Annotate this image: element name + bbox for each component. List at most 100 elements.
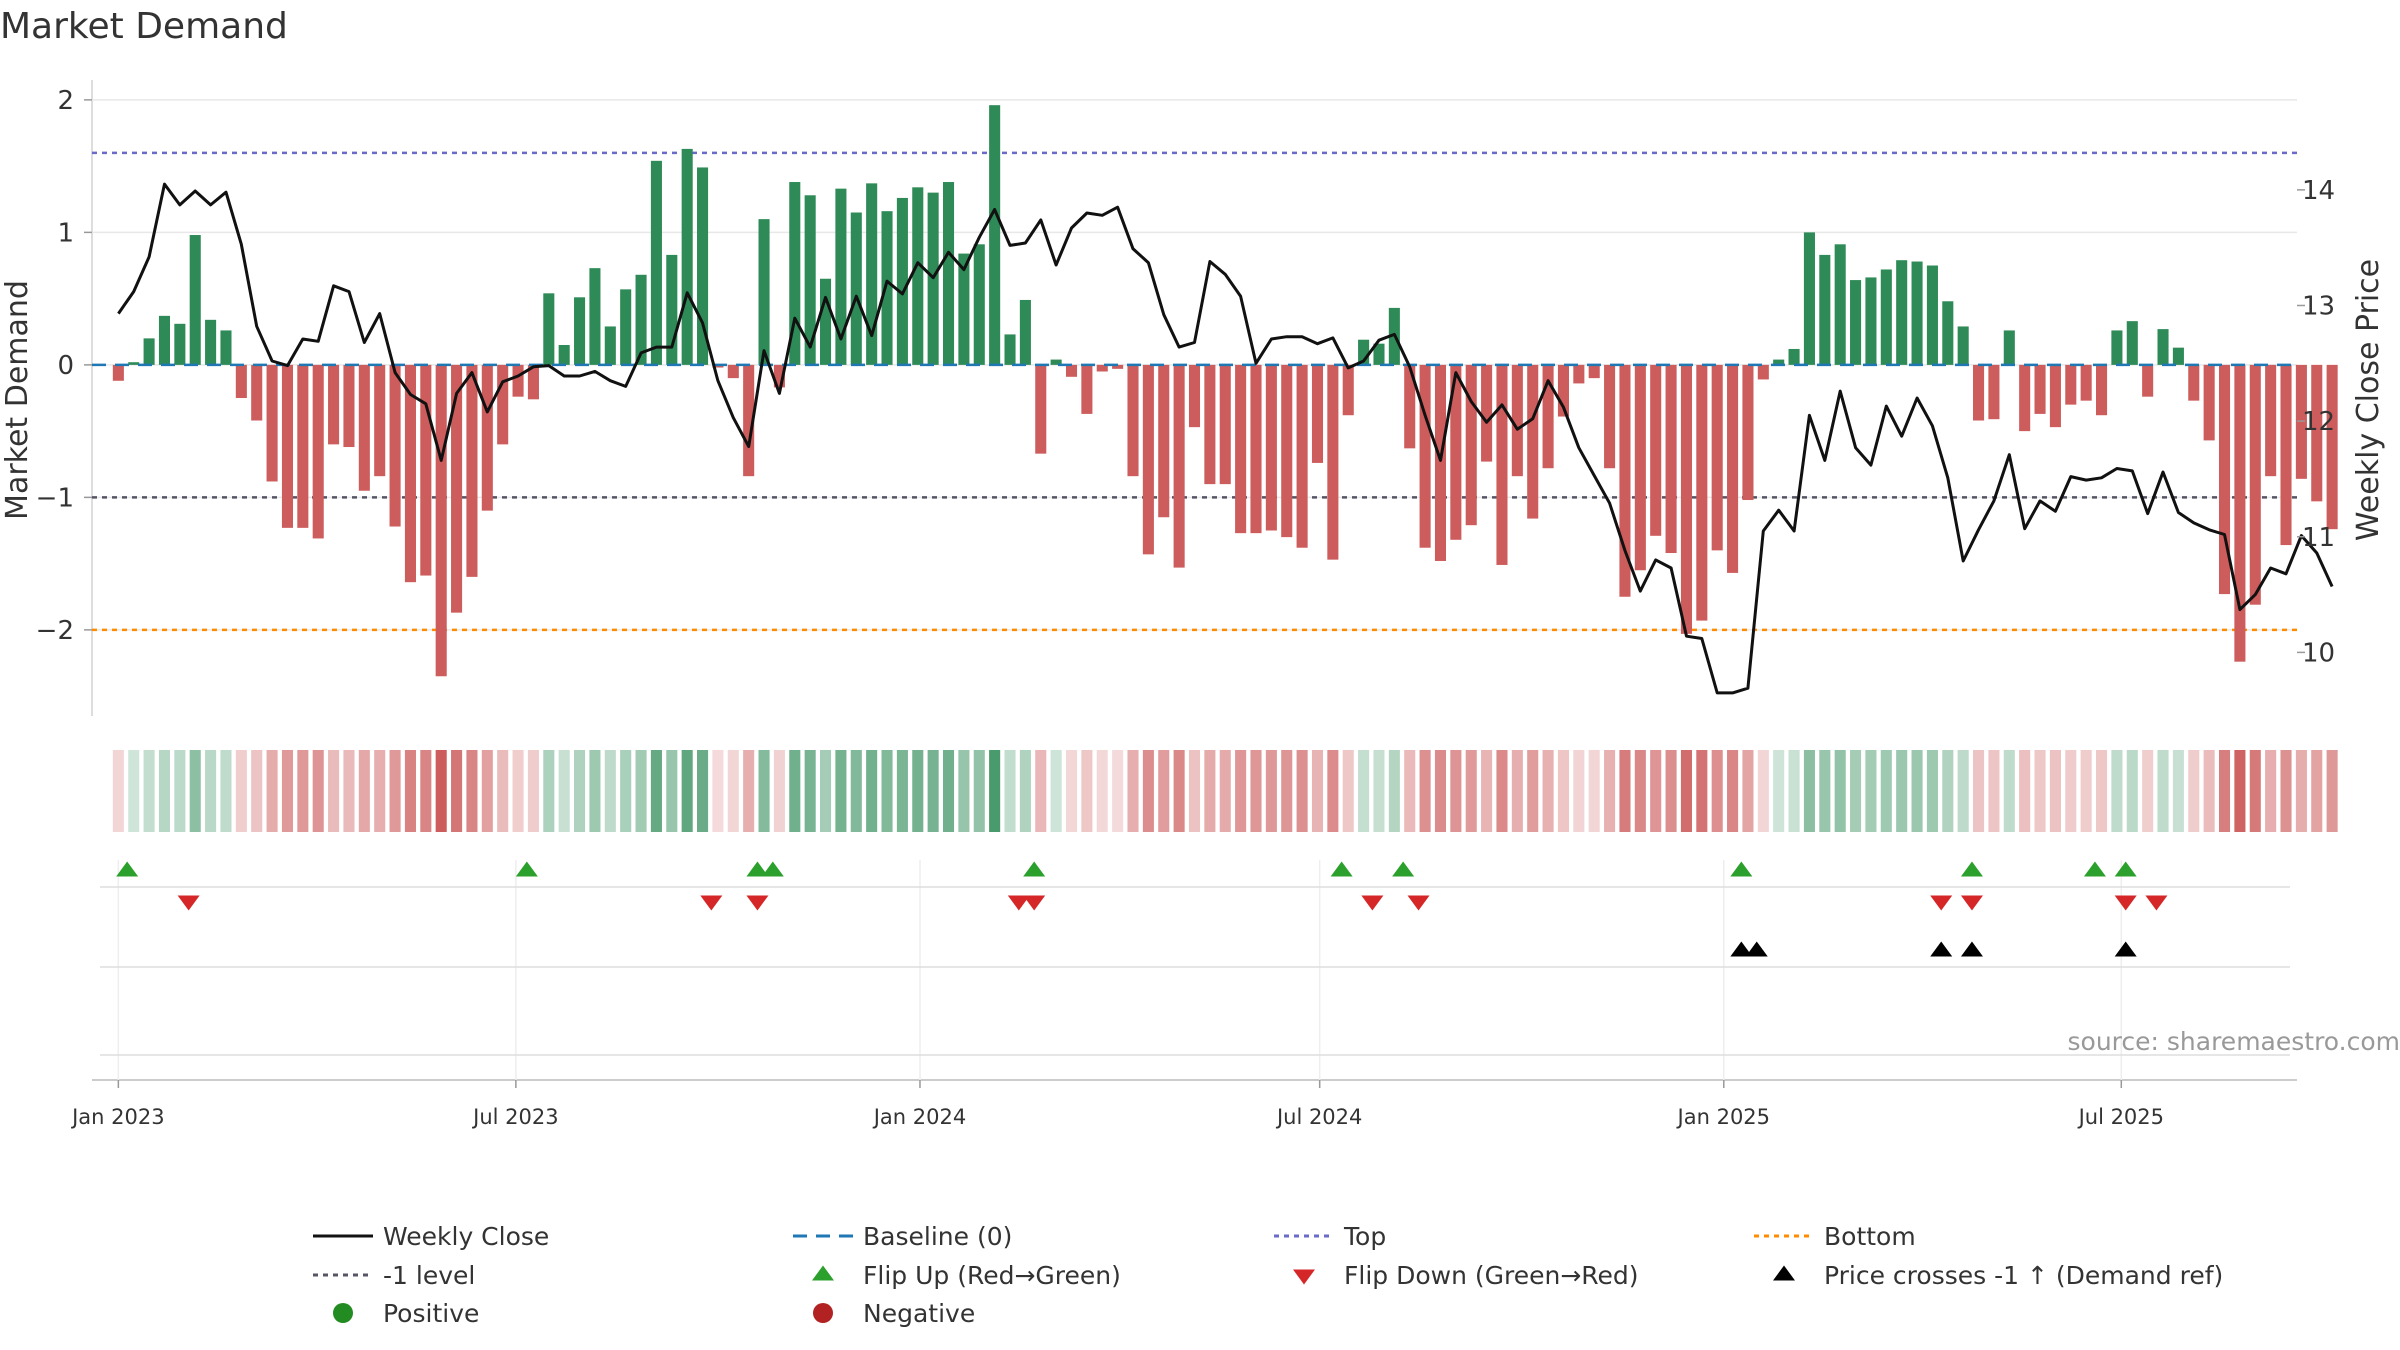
heat-cell [1388,750,1400,832]
demand-bar [1434,364,1447,561]
flip-down-marker [2114,895,2137,911]
demand-bar [1557,364,1569,417]
heat-cell [235,750,247,832]
demand-bar [2249,364,2261,605]
heat-cell [420,750,432,832]
heat-cell [1604,750,1616,832]
heat-cell [835,750,847,832]
demand-bar [174,323,186,365]
legend: Weekly Close Baseline (0) Top Bottom -1 leve… [313,1222,2223,1328]
flip-down-marker [1930,895,1953,911]
legend-item: Negative [813,1299,975,1328]
demand-bar [497,364,509,445]
legend-label: Bottom [1824,1222,1916,1251]
heat-cell [527,750,539,832]
y2-tick-label: 14 [2302,176,2335,206]
heat-cell [435,750,447,832]
demand-bar [989,105,1001,365]
demand-bar [1865,277,1877,365]
demand-bar [1942,301,1954,365]
weekly-close-layer [117,182,2334,695]
heat-cell [850,750,862,832]
heat-cell [251,750,263,832]
heat-cell [174,750,186,832]
flip-down-marker [2145,895,2168,911]
demand-bar [1127,364,1139,477]
heat-cell [666,750,678,832]
demand-bar [1142,364,1154,555]
demand-bar [558,345,570,365]
legend-label: Negative [863,1299,975,1328]
demand-bar [1727,364,1739,573]
demand-bar [1650,364,1662,536]
heat-cell [2096,750,2108,832]
heat-cell [2188,750,2200,832]
heat-cell [635,750,647,832]
flip-down-marker [700,895,723,911]
demand-bar [1188,364,1201,428]
demand-bar [1204,364,1216,485]
heat-cell [2326,750,2338,832]
demand-bars [112,105,2338,677]
heat-cell [1419,750,1431,832]
flip-down-marker [1007,895,1030,911]
demand-bar [635,274,647,365]
demand-bar [205,319,217,365]
demand-bar [1803,232,1815,365]
demand-bar [1496,364,1508,565]
legend-label: Weekly Close [383,1222,549,1251]
heat-cell [958,750,970,832]
demand-bar [743,364,755,477]
heat-cell [1281,750,1293,832]
heat-cell [2234,750,2246,832]
demand-bar [2142,364,2154,397]
demand-bar [128,362,140,365]
y2-axis-label: Weekly Close Price [2351,259,2386,541]
flip-up-marker [2114,861,2137,877]
y-axis-label: Market Demand [0,280,35,520]
heat-cell [1235,750,1247,832]
demand-bar [143,338,155,365]
legend-swatch-triangle-up [812,1265,834,1281]
demand-bar [942,182,955,365]
demand-bar [312,364,324,539]
heat-cell [881,750,893,832]
flip-up-marker [1730,861,1753,877]
demand-bar [2126,321,2138,365]
demand-bar [328,364,340,445]
demand-bar [466,364,478,577]
heat-cell [2311,750,2323,832]
demand-bar [773,364,785,388]
price-cross-marker [1745,941,1768,957]
demand-bar [666,254,678,365]
heat-cell [2065,750,2077,832]
demand-bar [650,160,662,365]
demand-bar [1988,364,2000,420]
demand-bar [1619,364,1631,597]
heat-cell [358,750,370,832]
flip-up-marker [1392,861,1415,877]
demand-bar [1527,364,1539,519]
heat-cell [1373,750,1385,832]
demand-bar [789,182,801,365]
heat-cell [1465,750,1477,832]
demand-bar [1680,364,1692,634]
heat-cell [1050,750,1062,832]
demand-bar [2080,364,2092,401]
heat-cell [2142,750,2154,832]
heat-cell [1358,750,1370,832]
heat-cell [220,750,232,832]
heat-cell [1957,750,1969,832]
heat-cell [1035,750,1047,832]
flip-down-marker [1960,895,1983,911]
heat-cell [2049,750,2061,832]
heat-cell [266,750,278,832]
reference-lines [92,151,2297,632]
heat-cell [1880,750,1892,832]
demand-bar [835,188,847,365]
demand-bar [712,364,724,368]
heat-cell [1727,750,1739,832]
legend-item: Positive [333,1299,479,1328]
heat-cell [1619,750,1631,832]
